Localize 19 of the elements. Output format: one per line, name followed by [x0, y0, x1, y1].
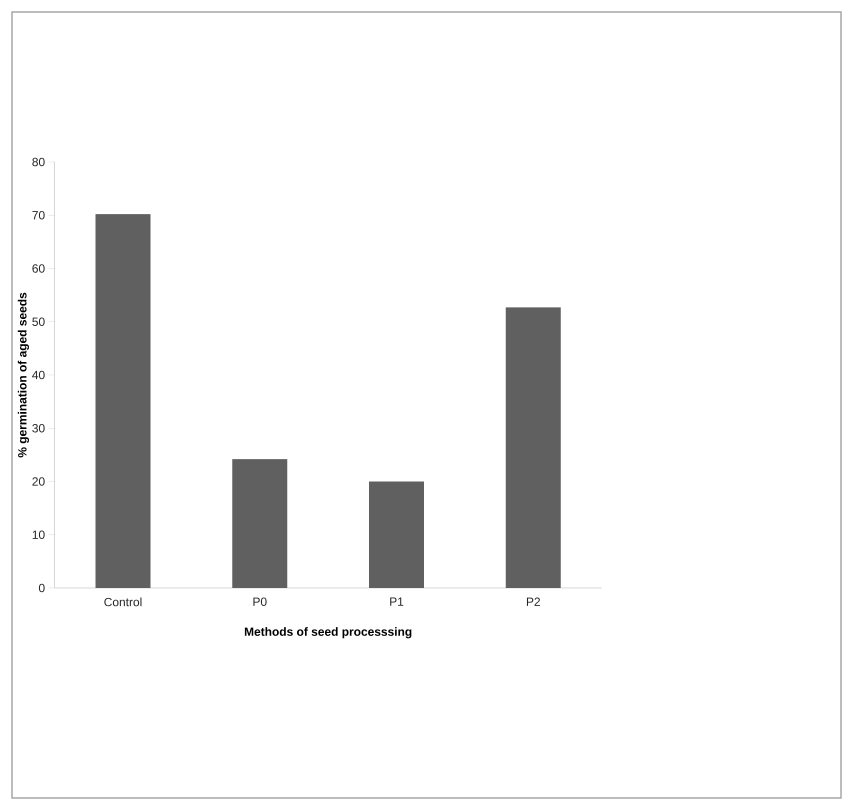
x-tick-label: P1 — [390, 598, 404, 606]
y-axis-title: % germination of aged seeds — [18, 292, 29, 458]
y-tick-label: 20 — [32, 477, 45, 486]
y-tick-label: 70 — [32, 211, 45, 220]
y-tick-label: 10 — [32, 530, 45, 539]
y-tick-label: 40 — [32, 370, 45, 380]
y-tick-label: 30 — [32, 424, 45, 432]
y-tick-label: 60 — [32, 264, 45, 273]
bar — [369, 481, 424, 588]
bar — [232, 459, 288, 588]
bar — [96, 214, 151, 588]
x-axis-title: Methods of seed processsing — [244, 627, 412, 638]
x-tick-label: Control — [104, 598, 142, 606]
x-tick-label: P2 — [526, 598, 540, 606]
bar — [506, 307, 561, 588]
y-tick-label: 80 — [32, 158, 45, 166]
y-tick-label: 0 — [38, 584, 45, 592]
y-tick-label: 50 — [32, 318, 45, 326]
x-tick-label: P0 — [253, 598, 267, 606]
